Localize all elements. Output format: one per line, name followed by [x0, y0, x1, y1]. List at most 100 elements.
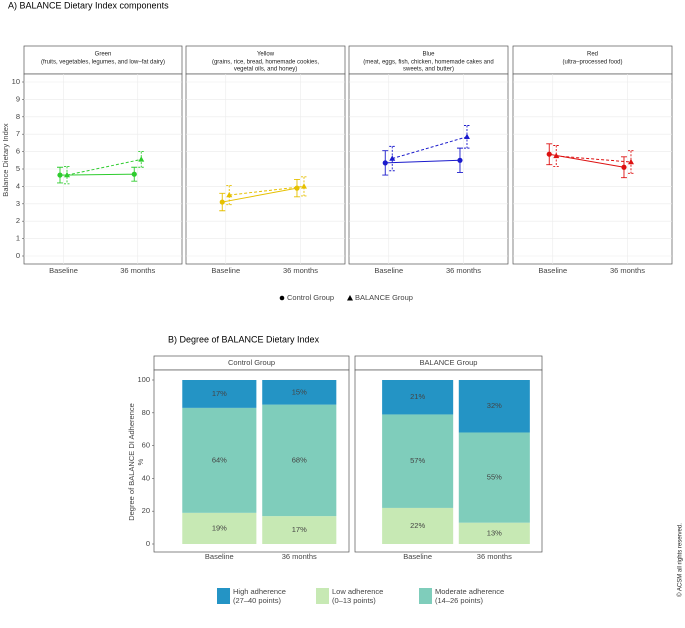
series-line	[66, 158, 142, 176]
facet-subtitle: (fruits, vegetables, legumes, and low–fa…	[41, 60, 165, 66]
point	[294, 185, 300, 191]
facet-title: Red	[587, 52, 598, 58]
bar-segment	[458, 432, 530, 523]
point	[389, 155, 396, 161]
legend-label: Low adherence	[332, 587, 383, 596]
legend-swatch	[316, 588, 329, 604]
y-tick-label: 9	[16, 94, 20, 103]
series-line	[229, 185, 305, 196]
y-tick-label: 3	[16, 199, 20, 208]
x-tick-label: 36 months	[120, 266, 155, 275]
facet-title: Blue	[422, 52, 435, 58]
value-label: 19%	[212, 523, 227, 532]
point	[226, 191, 233, 198]
y-tick-label: 1	[16, 234, 20, 243]
bar-segment	[382, 380, 454, 415]
facet-subtitle: sweets, and butter)	[403, 67, 454, 73]
point	[382, 160, 388, 166]
point	[138, 156, 145, 162]
y-tick-label: 100	[137, 375, 150, 384]
x-tick-label: 36 months	[446, 266, 481, 275]
y-tick-label: 60	[142, 441, 150, 450]
x-tick-label: 36 months	[610, 266, 645, 275]
y-tick-label: 10	[12, 77, 20, 86]
point	[627, 158, 634, 165]
value-label: 17%	[212, 389, 227, 398]
bar-segment	[382, 414, 454, 508]
value-label: 22%	[410, 521, 425, 530]
series-line	[556, 155, 632, 163]
y-axis-label: Degree of BALANCE DI Adherence	[127, 403, 136, 521]
chart-title: A) BALANCE Dietary Index components	[8, 0, 169, 10]
legend-label: BALANCE Group	[355, 293, 413, 302]
value-label: 21%	[410, 392, 425, 401]
value-label: 13%	[487, 528, 502, 537]
bar-segment	[262, 404, 337, 517]
legend-swatch	[217, 588, 230, 604]
y-axis-label: %	[136, 458, 145, 465]
x-tick-label: 36 months	[283, 266, 318, 275]
y-tick-label: 4	[16, 181, 20, 190]
x-tick-label: Baseline	[205, 552, 234, 561]
legend-label: (0–13 points)	[332, 596, 376, 605]
x-tick-label: 36 months	[282, 552, 317, 561]
facet-subtitle: (grains, rice, bread, homemade cookies,	[212, 60, 319, 66]
x-tick-label: Baseline	[374, 266, 403, 275]
facet-title: Green	[95, 52, 112, 58]
y-tick-label: 2	[16, 216, 20, 225]
value-label: 64%	[212, 455, 227, 464]
y-axis-label: Balance Dietary Index	[1, 123, 10, 197]
legend-label: (27–40 points)	[233, 596, 281, 605]
bar-segment	[458, 522, 530, 544]
point	[546, 151, 552, 157]
value-label: 17%	[292, 525, 307, 534]
series-line	[59, 173, 135, 176]
y-tick-label: 5	[16, 164, 20, 173]
point	[219, 199, 225, 205]
bar-segment	[182, 407, 257, 513]
x-tick-label: 36 months	[477, 552, 512, 561]
value-label: 57%	[410, 456, 425, 465]
error-bar	[226, 185, 233, 206]
facet-subtitle: (ultra–processed food)	[562, 60, 622, 66]
x-tick-label: Baseline	[211, 266, 240, 275]
x-tick-label: Baseline	[403, 552, 432, 561]
point	[300, 183, 307, 189]
y-tick-label: 0	[16, 251, 20, 260]
facet-strip	[185, 45, 346, 75]
point	[621, 164, 627, 170]
value-label: 55%	[487, 473, 502, 482]
legend-swatch	[419, 588, 432, 604]
point	[57, 172, 63, 178]
y-tick-label: 8	[16, 112, 20, 121]
series-line	[222, 187, 298, 203]
point	[457, 157, 463, 163]
point	[463, 133, 470, 140]
legend-marker	[279, 295, 285, 301]
value-label: 68%	[292, 455, 307, 464]
legend-label: Moderate adherence	[435, 587, 504, 596]
copyright: © ACSM all rights reserved.	[677, 523, 684, 597]
chart-title: B) Degree of BALANCE Dietary Index	[168, 334, 320, 344]
legend-marker	[347, 295, 353, 301]
facet-title: BALANCE Group	[420, 358, 478, 367]
error-bar	[300, 176, 307, 197]
facet-title: Yellow	[257, 52, 275, 58]
facet-subtitle: (meat, eggs, fish, chicken, homemade cak…	[363, 60, 493, 66]
bar-segment	[182, 512, 257, 544]
y-tick-label: 20	[142, 506, 150, 515]
series-line	[385, 159, 460, 164]
point	[64, 171, 70, 178]
x-tick-label: Baseline	[49, 266, 78, 275]
facet-title: Control Group	[228, 358, 275, 367]
legend-label: (14–26 points)	[435, 596, 483, 605]
bar-segment	[262, 516, 337, 544]
bar-segment	[182, 380, 257, 408]
x-tick-label: Baseline	[538, 266, 567, 275]
value-label: 15%	[292, 387, 307, 396]
legend-label: High adherence	[233, 587, 286, 596]
series-line	[392, 136, 468, 160]
y-tick-label: 80	[142, 408, 150, 417]
point	[553, 152, 560, 159]
